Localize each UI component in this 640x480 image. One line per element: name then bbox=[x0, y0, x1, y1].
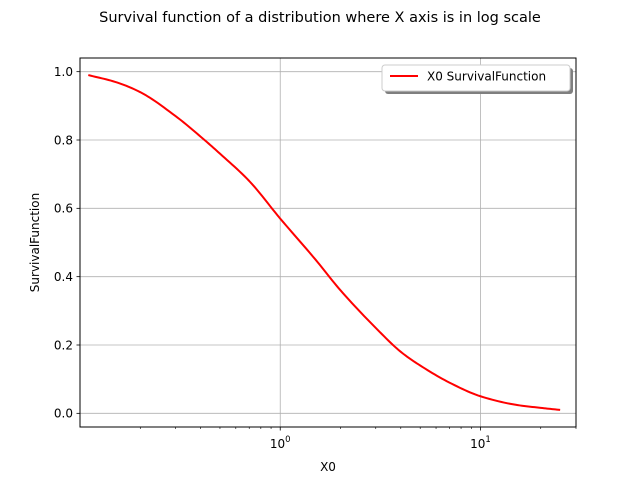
plot-frame bbox=[79, 57, 577, 428]
data-point bbox=[515, 404, 517, 406]
y-axis-label: SurvivalFunction bbox=[28, 193, 42, 292]
y-tick-label: 0.8 bbox=[54, 133, 73, 147]
x-tick-label: 100 bbox=[270, 435, 291, 451]
legend-box bbox=[381, 64, 571, 92]
x-tick-label-base: 10 bbox=[470, 437, 485, 451]
chart-title: Survival function of a distribution wher… bbox=[99, 10, 541, 26]
series-layer bbox=[87, 74, 561, 411]
data-point bbox=[114, 81, 116, 83]
y-tick-label: 0.2 bbox=[54, 338, 73, 352]
data-point bbox=[340, 289, 342, 291]
x-tick-label-exponent: 0 bbox=[285, 435, 290, 445]
data-point bbox=[375, 327, 377, 329]
x-tick-label-base: 10 bbox=[270, 437, 285, 451]
data-point bbox=[219, 153, 221, 155]
data-point bbox=[400, 351, 402, 353]
data-point bbox=[479, 395, 481, 397]
legend-entry-label: X0 SurvivalFunction bbox=[427, 70, 546, 84]
data-point bbox=[175, 115, 177, 117]
data-point bbox=[200, 136, 202, 138]
data-point bbox=[540, 407, 542, 409]
data-point bbox=[87, 74, 89, 76]
y-tick-label: 1.0 bbox=[54, 65, 73, 79]
data-point bbox=[448, 382, 450, 384]
grid bbox=[80, 58, 576, 427]
data-point bbox=[279, 218, 281, 220]
data-point bbox=[139, 91, 141, 93]
y-tick-label: 0.0 bbox=[54, 407, 73, 421]
data-point bbox=[559, 409, 561, 411]
x-tick-label-exponent: 1 bbox=[485, 435, 490, 445]
y-tick-label: 0.4 bbox=[54, 270, 73, 284]
data-point bbox=[314, 259, 316, 261]
y-tick-label: 0.6 bbox=[54, 202, 73, 216]
x-tick-label: 101 bbox=[470, 435, 491, 451]
data-point bbox=[248, 180, 250, 182]
x-axis-label: X0 bbox=[320, 460, 336, 474]
legend: X0 SurvivalFunction bbox=[381, 64, 573, 94]
series-line bbox=[88, 74, 561, 411]
data-point bbox=[419, 365, 421, 367]
